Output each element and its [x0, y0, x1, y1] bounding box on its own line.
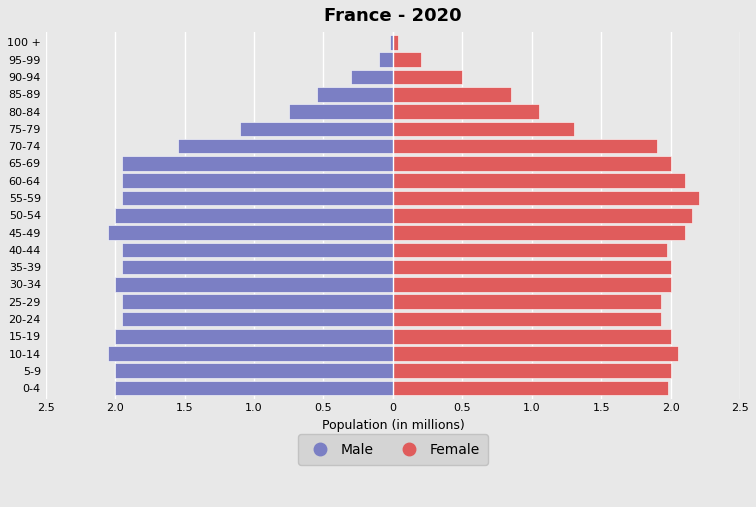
- Bar: [393, 52, 420, 67]
- Bar: [317, 87, 393, 101]
- Bar: [393, 295, 661, 309]
- Bar: [379, 52, 393, 67]
- Bar: [115, 381, 393, 395]
- Bar: [393, 277, 671, 292]
- Bar: [393, 139, 657, 154]
- Bar: [393, 122, 574, 136]
- Bar: [393, 242, 667, 257]
- Bar: [393, 87, 511, 101]
- Bar: [393, 35, 398, 50]
- Bar: [122, 156, 393, 171]
- Bar: [122, 295, 393, 309]
- Bar: [122, 312, 393, 327]
- Bar: [122, 191, 393, 205]
- Bar: [390, 35, 393, 50]
- Bar: [393, 260, 671, 274]
- Bar: [393, 173, 685, 188]
- Bar: [108, 346, 393, 361]
- Bar: [178, 139, 393, 154]
- Bar: [393, 329, 671, 344]
- Bar: [115, 329, 393, 344]
- Bar: [108, 225, 393, 240]
- Bar: [393, 312, 661, 327]
- Bar: [122, 173, 393, 188]
- Bar: [393, 346, 677, 361]
- Bar: [393, 364, 671, 378]
- Bar: [115, 277, 393, 292]
- Bar: [393, 225, 685, 240]
- Bar: [393, 381, 668, 395]
- Bar: [122, 260, 393, 274]
- Bar: [352, 69, 393, 84]
- Bar: [289, 104, 393, 119]
- Bar: [393, 104, 539, 119]
- Title: France - 2020: France - 2020: [324, 7, 462, 25]
- Bar: [393, 69, 463, 84]
- Bar: [393, 208, 692, 223]
- Bar: [115, 364, 393, 378]
- Bar: [393, 191, 699, 205]
- X-axis label: Population (in millions): Population (in millions): [321, 419, 464, 432]
- Bar: [393, 156, 671, 171]
- Bar: [115, 208, 393, 223]
- Bar: [240, 122, 393, 136]
- Legend: Male, Female: Male, Female: [298, 434, 488, 465]
- Bar: [122, 242, 393, 257]
